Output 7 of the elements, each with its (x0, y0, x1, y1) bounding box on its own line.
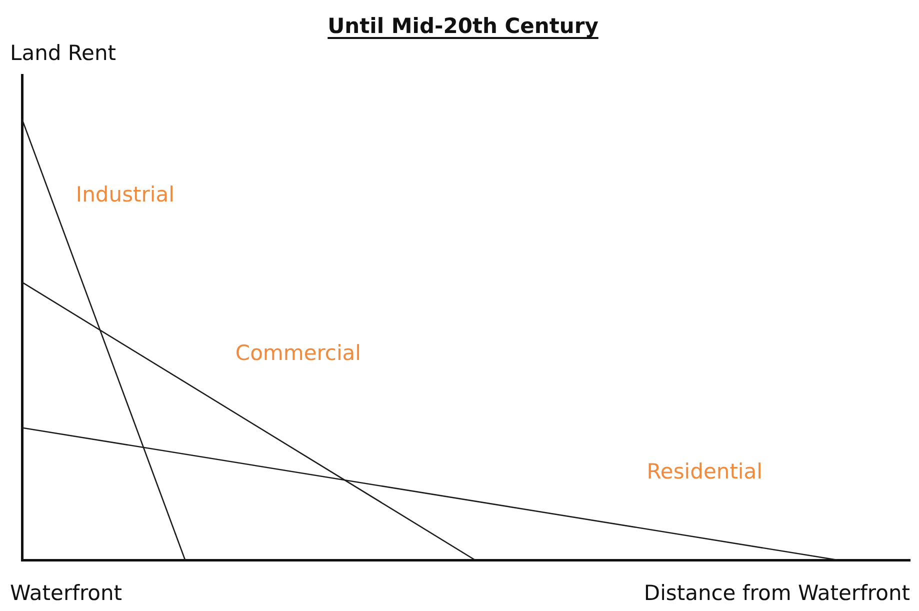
text: Residential (646, 459, 762, 484)
series-label: Industrial (76, 182, 174, 206)
y-axis-title: Land Rent (10, 41, 116, 65)
chart-title: Until Mid-20th Century (328, 14, 599, 38)
series-label: Commercial (235, 341, 362, 366)
text: Waterfront (10, 581, 122, 605)
x-axis-title: Distance from Waterfront (644, 581, 910, 605)
